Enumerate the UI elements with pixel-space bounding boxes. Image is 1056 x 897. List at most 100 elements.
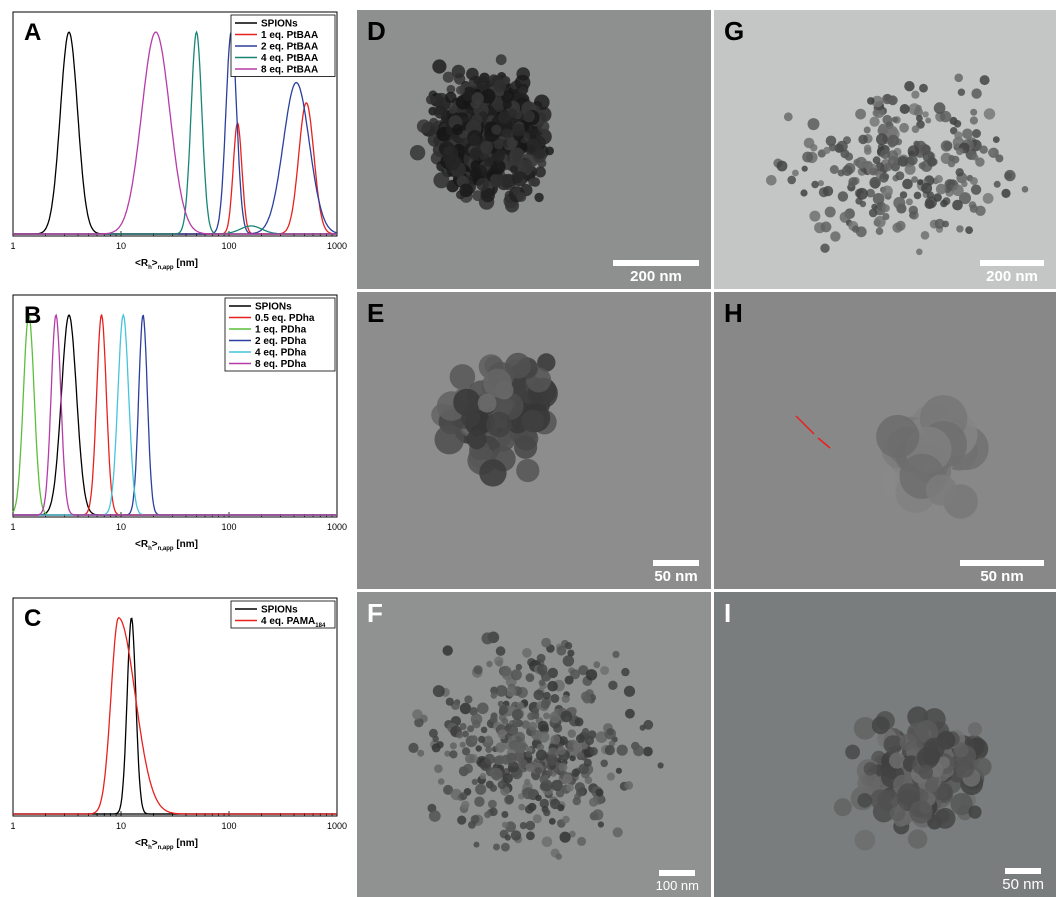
particle bbox=[514, 731, 525, 743]
particle bbox=[568, 830, 576, 838]
particle bbox=[766, 175, 777, 186]
particle bbox=[489, 715, 498, 723]
legend-label-text: 4 eq. PtBAA bbox=[261, 53, 318, 64]
x-tick-label: 1 bbox=[10, 821, 15, 831]
legend-box bbox=[224, 297, 336, 372]
particle bbox=[497, 780, 507, 790]
particle bbox=[484, 735, 493, 744]
particle bbox=[428, 810, 441, 822]
particle bbox=[952, 184, 964, 197]
particle bbox=[497, 111, 511, 124]
particle bbox=[879, 123, 887, 131]
particle bbox=[956, 148, 964, 156]
particle bbox=[866, 188, 875, 198]
particle bbox=[468, 134, 481, 147]
particle bbox=[481, 632, 494, 645]
tem-image-e: E 50 nm bbox=[357, 292, 711, 589]
scale-label: 200 nm bbox=[630, 268, 682, 285]
particle bbox=[525, 673, 535, 683]
particle bbox=[925, 474, 957, 506]
particle bbox=[863, 160, 873, 170]
panel-label: D bbox=[367, 16, 386, 46]
particle bbox=[592, 809, 604, 821]
particle bbox=[589, 747, 598, 756]
particle bbox=[968, 722, 982, 737]
particle bbox=[860, 192, 867, 200]
x-axis-label-part: n,app bbox=[158, 546, 174, 552]
particle bbox=[445, 91, 457, 104]
panel-label: B bbox=[24, 302, 41, 329]
particle bbox=[548, 818, 556, 825]
particle bbox=[595, 788, 604, 797]
particle bbox=[484, 811, 492, 819]
legend-label: 8 eq. PDha bbox=[255, 359, 307, 370]
particle bbox=[536, 743, 545, 751]
particle bbox=[604, 745, 615, 756]
scale-bar: 200 nm bbox=[613, 260, 699, 285]
particle bbox=[550, 734, 561, 745]
legend-label: 0.5 eq. PDha bbox=[255, 313, 315, 324]
particle bbox=[495, 685, 508, 697]
particle bbox=[543, 809, 551, 817]
particle bbox=[911, 176, 918, 183]
particle bbox=[875, 227, 884, 235]
tem-image-h: H 50 nm bbox=[714, 292, 1056, 589]
particle bbox=[975, 205, 986, 216]
particle bbox=[545, 146, 554, 156]
particle bbox=[934, 175, 943, 184]
particle bbox=[871, 716, 890, 735]
particle bbox=[525, 820, 536, 831]
legend-label-subscript: 184 bbox=[315, 623, 326, 629]
particle bbox=[995, 154, 1004, 163]
particle bbox=[811, 180, 819, 189]
particle bbox=[537, 353, 556, 372]
particle bbox=[446, 84, 456, 94]
particle bbox=[897, 156, 909, 167]
particle bbox=[432, 59, 447, 74]
particle bbox=[583, 758, 592, 767]
particle bbox=[633, 745, 644, 757]
x-axis-label-part: h bbox=[148, 845, 152, 851]
particle bbox=[509, 165, 518, 174]
particle-cluster bbox=[431, 352, 558, 487]
particle bbox=[955, 168, 964, 177]
particle bbox=[899, 122, 909, 133]
particle bbox=[473, 665, 483, 675]
particle bbox=[897, 783, 921, 806]
particle bbox=[442, 71, 454, 83]
legend-label-text: 1 eq. PDha bbox=[255, 325, 307, 336]
particle bbox=[433, 105, 447, 119]
panel-label: H bbox=[724, 298, 743, 328]
particle bbox=[934, 807, 956, 829]
scale-bar: 50 nm bbox=[1002, 868, 1044, 893]
particle bbox=[606, 772, 615, 781]
particle bbox=[822, 185, 834, 197]
particle bbox=[948, 154, 955, 162]
particle bbox=[495, 742, 506, 753]
particle bbox=[516, 701, 525, 710]
particle bbox=[933, 102, 946, 114]
particle bbox=[972, 129, 981, 138]
particle bbox=[412, 709, 423, 720]
scale-label: 50 nm bbox=[980, 568, 1024, 585]
particle bbox=[502, 773, 513, 784]
particle bbox=[606, 728, 614, 736]
particle bbox=[432, 685, 445, 698]
particle bbox=[521, 409, 545, 433]
particle bbox=[955, 758, 975, 778]
particle bbox=[524, 804, 534, 814]
particle bbox=[824, 206, 836, 218]
particle bbox=[493, 79, 507, 93]
particle bbox=[833, 798, 852, 817]
legend-label-text: 0.5 eq. PDha bbox=[255, 313, 315, 324]
scale-label: 100 nm bbox=[655, 878, 699, 893]
particle bbox=[514, 74, 531, 91]
particle bbox=[528, 721, 538, 731]
particle bbox=[612, 827, 623, 838]
particle bbox=[979, 145, 988, 154]
particle bbox=[535, 749, 547, 761]
particle bbox=[911, 90, 920, 99]
particle bbox=[535, 794, 542, 802]
particle bbox=[801, 165, 808, 172]
particle bbox=[876, 414, 920, 459]
